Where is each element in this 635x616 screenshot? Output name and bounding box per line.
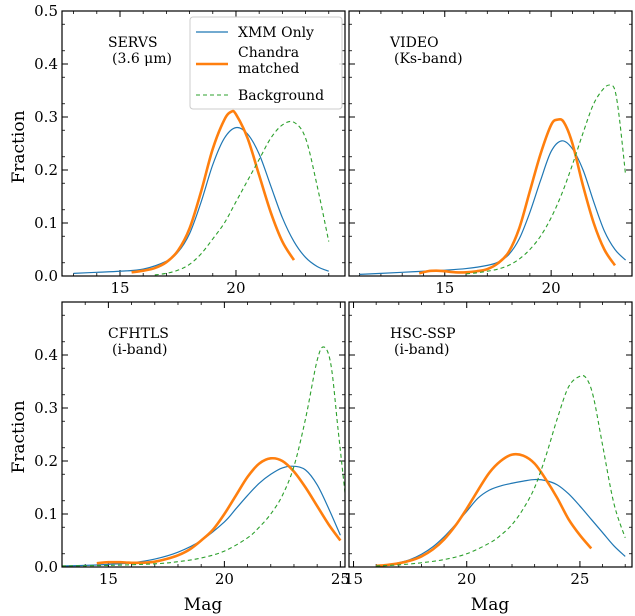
panel-label-line: SERVS: [108, 35, 158, 51]
y-axis-label-bottom: Fraction: [9, 400, 29, 473]
x-tick-label: 25: [331, 570, 350, 588]
series-line-background: [62, 346, 345, 567]
series-line-chandra-matched: [96, 456, 342, 565]
panel-label-line: (i-band): [112, 342, 167, 358]
panel-bottom-right: 15 20 25 HSC-SSP(i-band): [344, 301, 633, 588]
y-tick-label: 0.0: [34, 558, 58, 576]
series-line-chandra-matched: [376, 452, 593, 567]
x-tick-label: 20: [457, 570, 476, 588]
x-tick-label: 15: [99, 570, 118, 588]
y-tick-label: 0.4: [34, 55, 58, 73]
x-tick-label: 15: [435, 279, 454, 297]
y-tick-label: 0.0: [34, 267, 58, 285]
x-tick-label: 25: [570, 570, 589, 588]
x-tick-label: 20: [226, 279, 245, 297]
series-line-xmm-only: [62, 465, 341, 567]
panel-frame: [348, 301, 633, 568]
y-tick-label: 0.2: [34, 452, 58, 470]
panel-frame: [348, 10, 633, 277]
panel-frame: [61, 301, 346, 568]
series-line-chandra-matched: [418, 117, 617, 275]
series-line-background: [465, 84, 627, 275]
series-line-xmm-only: [376, 478, 626, 567]
panel-label-line: HSC-SSP: [390, 326, 456, 342]
y-tick-label: 0.3: [34, 108, 58, 126]
y-tick-label: 0.3: [34, 399, 58, 417]
panel-label-line: (i-band): [394, 342, 449, 358]
y-tick-label: 0.2: [34, 161, 58, 179]
series-line-xmm-only: [359, 140, 627, 276]
panel-label-line: (Ks-band): [394, 51, 463, 67]
legend-label: Background: [238, 88, 324, 104]
panel-label-line: (3.6 μm): [112, 51, 172, 67]
panel-bottom-left: 15 20 25 0.0 0.1 0.2 0.3 0.4 CFHTLS(i-band): [34, 301, 350, 588]
panel-frame: [61, 10, 346, 277]
series-line-chandra-matched: [131, 109, 296, 274]
x-tick-label: 15: [110, 279, 129, 297]
x-tick-label: 20: [542, 279, 561, 297]
x-tick-label: 20: [215, 570, 234, 588]
y-axis-label-top: Fraction: [9, 110, 29, 183]
y-tick-label: 0.1: [34, 505, 58, 523]
x-axis-label-right: Mag: [471, 595, 510, 615]
series-line-background: [154, 120, 330, 276]
y-tick-label: 0.4: [34, 346, 58, 364]
panel-top-right: 15 20 VIDEO(Ks-band): [348, 10, 633, 297]
x-tick-label: 15: [344, 570, 363, 588]
legend-label: matched: [238, 61, 299, 77]
y-tick-label: 0.1: [34, 214, 58, 232]
legend-box: [189, 16, 343, 110]
legend-label: Chandra: [238, 45, 299, 61]
panel-label-line: VIDEO: [389, 35, 439, 51]
series-line-background: [376, 374, 626, 567]
panel-label-line: CFHTLS: [108, 326, 169, 342]
panels-layer: 15 20 0.0 0.1 0.2 0.3 0.4 0.5 SERVS(3.6 μm) 15 20 V…: [34, 2, 633, 588]
legend-label: XMM Only: [238, 25, 314, 41]
x-axis-label-left: Mag: [184, 595, 223, 615]
y-tick-label: 0.5: [34, 2, 58, 20]
panel-top-left: 15 20 0.0 0.1 0.2 0.3 0.4 0.5 SERVS(3.6 μm): [34, 2, 346, 297]
series-line-xmm-only: [73, 126, 329, 274]
